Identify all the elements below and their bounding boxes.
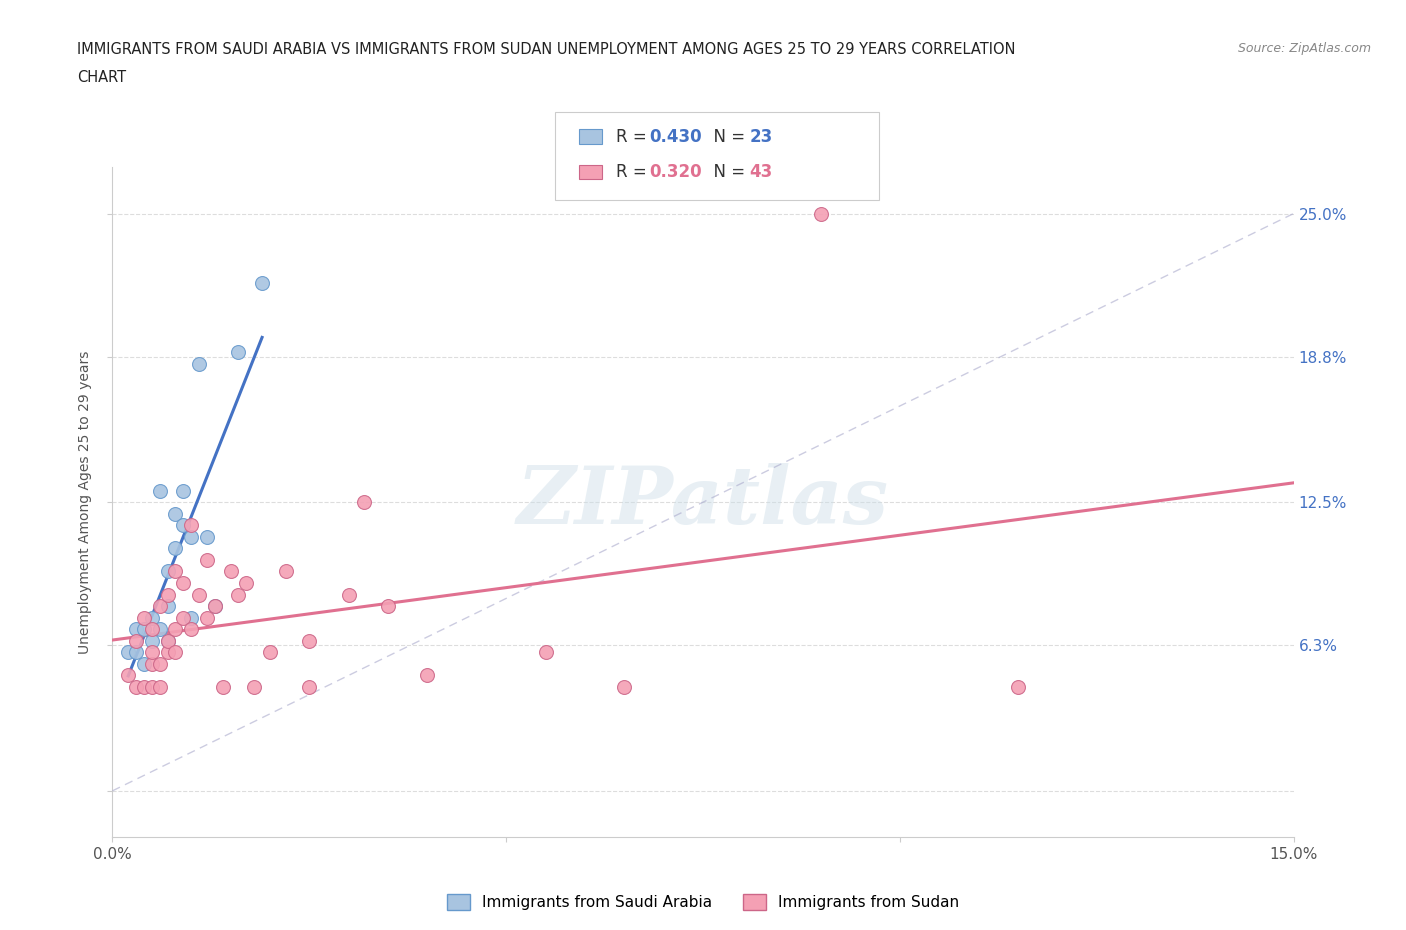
Point (156, 564, 179, 578)
Point (125, 622, 148, 637)
Point (132, 657, 155, 671)
Point (250, 275, 273, 290)
Point (156, 633, 179, 648)
Point (259, 644, 281, 659)
Point (211, 680, 233, 695)
Point (180, 529, 202, 544)
Point (195, 529, 218, 544)
Point (204, 599, 226, 614)
Point (165, 506, 187, 521)
Point (165, 541, 187, 556)
Point (534, 644, 557, 659)
Point (172, 610, 194, 625)
Point (156, 644, 179, 659)
Point (172, 518, 194, 533)
Point (156, 587, 179, 602)
Point (243, 680, 266, 695)
Point (416, 668, 439, 683)
Text: ZIPatlas: ZIPatlas (517, 463, 889, 541)
Point (180, 622, 202, 637)
Point (228, 345, 250, 360)
Point (337, 587, 360, 602)
Point (1007, 680, 1029, 695)
Point (141, 622, 163, 637)
Point (132, 622, 155, 637)
Text: 0.320: 0.320 (650, 163, 702, 181)
Legend: Immigrants from Saudi Arabia, Immigrants from Sudan: Immigrants from Saudi Arabia, Immigrants… (441, 888, 965, 916)
Point (117, 644, 139, 659)
Point (172, 576, 194, 591)
Text: 0.430: 0.430 (650, 127, 702, 146)
Point (132, 610, 155, 625)
Text: R =: R = (616, 163, 652, 181)
Point (149, 599, 172, 614)
Point (180, 518, 202, 533)
Point (132, 680, 155, 695)
Point (172, 484, 194, 498)
Point (125, 633, 148, 648)
Point (165, 644, 187, 659)
Point (235, 576, 257, 591)
Text: 23: 23 (749, 127, 773, 146)
Text: IMMIGRANTS FROM SAUDI ARABIA VS IMMIGRANTS FROM SUDAN UNEMPLOYMENT AMONG AGES 25: IMMIGRANTS FROM SAUDI ARABIA VS IMMIGRAN… (77, 42, 1015, 57)
Point (180, 610, 202, 625)
Text: Source: ZipAtlas.com: Source: ZipAtlas.com (1237, 42, 1371, 55)
Point (613, 680, 636, 695)
Point (141, 657, 163, 671)
Point (141, 610, 163, 625)
Text: R =: R = (616, 127, 652, 146)
Point (165, 622, 187, 637)
Y-axis label: Unemployment Among Ages 25 to 29 years: Unemployment Among Ages 25 to 29 years (77, 351, 91, 654)
Point (810, 206, 832, 221)
Point (353, 495, 375, 510)
Text: 43: 43 (749, 163, 773, 181)
Point (149, 680, 172, 695)
Point (298, 680, 321, 695)
Point (156, 633, 179, 648)
Point (141, 633, 163, 648)
Point (165, 564, 187, 578)
Point (149, 484, 172, 498)
Text: CHART: CHART (77, 70, 127, 85)
Point (141, 644, 163, 659)
Point (219, 564, 242, 578)
Point (149, 622, 172, 637)
Point (228, 587, 250, 602)
Point (156, 599, 179, 614)
Point (298, 633, 321, 648)
Point (125, 644, 148, 659)
Point (188, 356, 211, 371)
Text: N =: N = (703, 163, 751, 181)
Point (149, 657, 172, 671)
Text: N =: N = (703, 127, 751, 146)
Point (117, 668, 139, 683)
Point (125, 680, 148, 695)
Point (377, 599, 399, 614)
Point (274, 564, 297, 578)
Point (195, 610, 218, 625)
Point (141, 680, 163, 695)
Point (188, 587, 211, 602)
Point (204, 599, 226, 614)
Point (195, 552, 218, 567)
